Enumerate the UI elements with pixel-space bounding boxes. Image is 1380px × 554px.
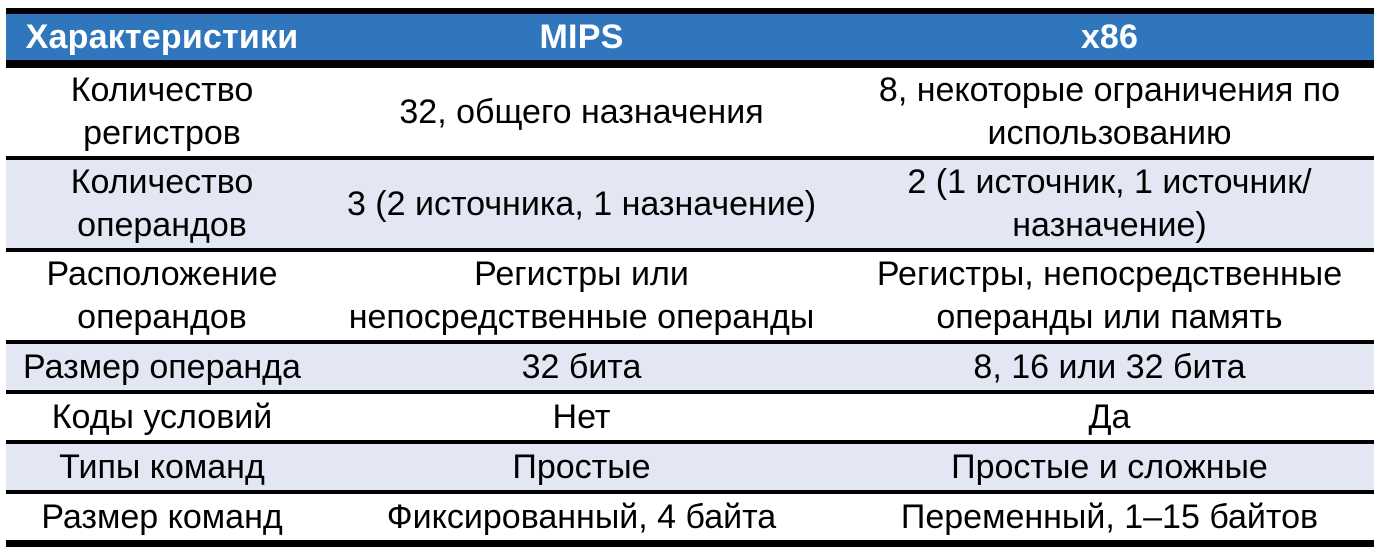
table-row: Коды условий Нет Да [6,392,1374,442]
table-row: Размер операнда 32 бита 8, 16 или 32 бит… [6,342,1374,392]
x86-operand-size: 8, 16 или 32 бита [973,347,1246,386]
table-header-row: Характеристики MIPS x86 [6,11,1374,64]
column-header-x86: x86 [1080,17,1139,56]
mips-condition-codes: Нет [552,397,611,436]
table-row: Расположение операндов Регистры или непо… [6,250,1374,342]
table-row: Количество операндов 3 (2 источника, 1 н… [6,158,1374,250]
x86-instruction-size: Переменный, 1–15 байтов [900,497,1319,536]
table-row: Типы команд Простые Простые и сложные [6,442,1374,492]
x86-operand-location: Регистры, непосредственные операнды или … [876,255,1343,336]
x86-operand-count: 2 (1 источник, 1 источник/назначение) [907,163,1312,244]
mips-register-count: 32, общего назначения [399,92,764,131]
row-label-operand-count: Количество операндов [70,163,254,244]
row-label-instruction-size: Размер команд [41,497,283,536]
mips-instruction-size: Фиксированный, 4 байта [386,497,777,536]
mips-x86-comparison-table: Характеристики MIPS x86 Количество регис… [6,8,1374,547]
x86-instruction-types: Простые и сложные [951,447,1268,486]
row-label-register-count: Количество регистров [70,71,254,152]
mips-operand-count: 3 (2 источника, 1 назначение) [346,184,817,223]
column-header-mips: MIPS [539,17,624,56]
row-label-instruction-types: Типы команд [59,447,265,486]
x86-register-count: 8, некоторые ограничения по использовани… [878,71,1341,152]
row-label-operand-location: Расположение операндов [46,255,278,336]
mips-operand-location: Регистры или непосредственные операнды [348,255,815,336]
mips-instruction-types: Простые [512,447,651,486]
mips-operand-size: 32 бита [521,347,642,386]
row-label-operand-size: Размер операнда [23,347,301,386]
table-row: Размер команд Фиксированный, 4 байта Пер… [6,492,1374,544]
x86-condition-codes: Да [1088,397,1131,436]
column-header-characteristics: Характеристики [25,17,299,56]
row-label-condition-codes: Коды условий [51,397,273,436]
table-row: Количество регистров 32, общего назначен… [6,64,1374,158]
